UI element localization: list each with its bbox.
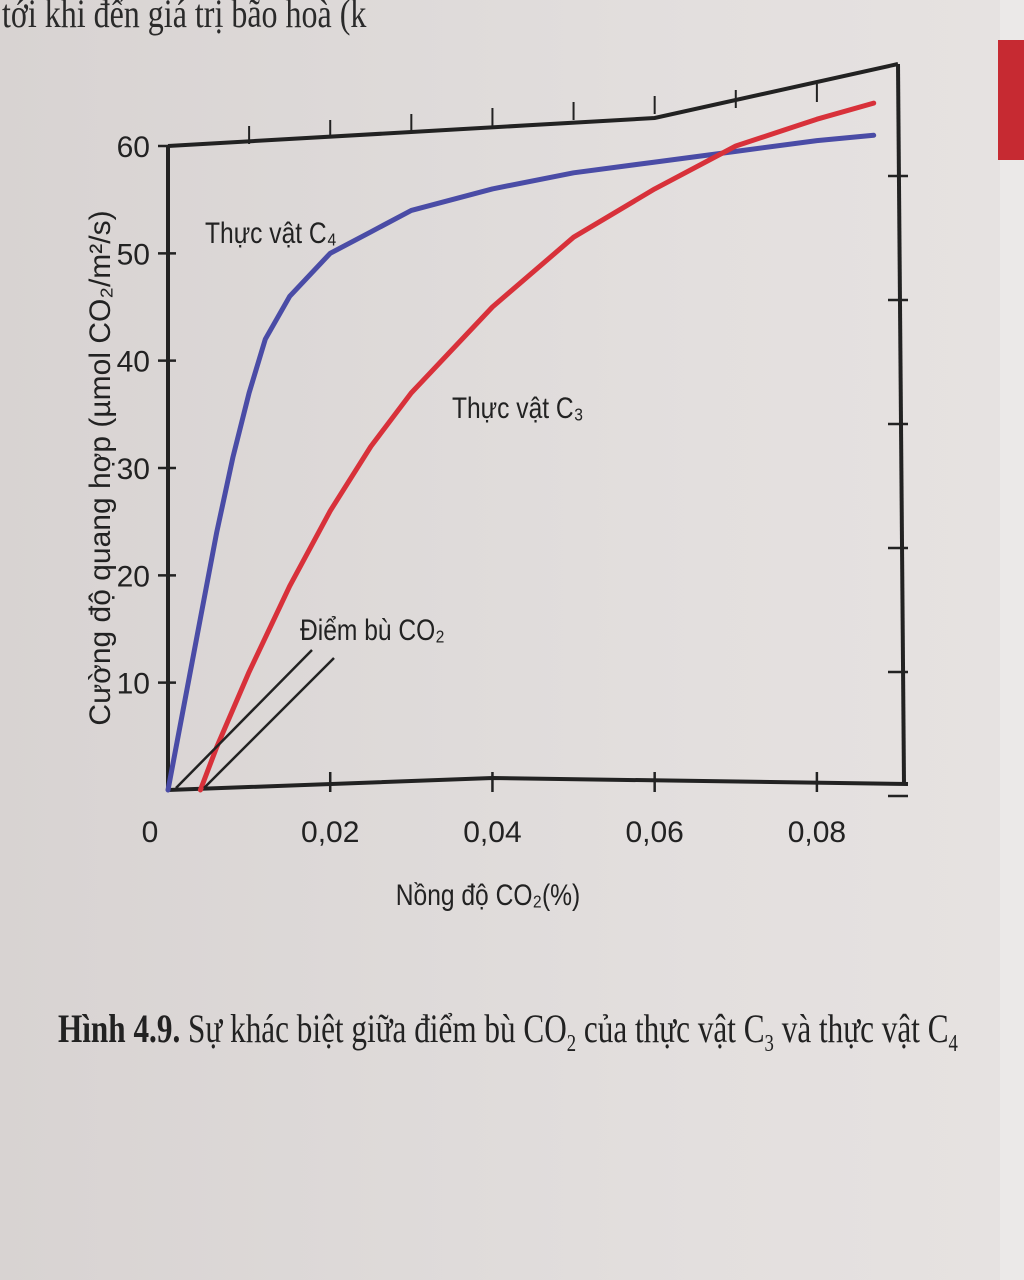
y-tick-label: 40	[117, 346, 150, 379]
annotation-c4-label: Thực vật C₄	[205, 216, 337, 250]
y-axis-title: Cường độ quang hợp (µmol CO₂/m²/s)	[84, 210, 117, 725]
pointer-line-c4	[175, 649, 313, 789]
annotation-compensation-point: Điểm bù CO₂	[300, 613, 445, 647]
y-tick-label: 60	[117, 131, 150, 164]
caption-text-c: và thực vật C	[781, 1006, 949, 1051]
figure-caption: Hình 4.9. Sự khác biệt giữa điểm bù CO2 …	[58, 1005, 958, 1058]
header-text-fragment: tới khi đến giá trị bão hoà (k	[2, 0, 367, 36]
red-bookmark-tab	[998, 40, 1024, 160]
y-tick-label: 20	[117, 560, 150, 593]
pointer-line-c3	[203, 657, 335, 789]
caption-text-b: của thực vật C	[583, 1006, 765, 1051]
x-axis-title: Nồng độ CO₂(%)	[396, 878, 580, 912]
series-line	[165, 132, 877, 793]
annotation-c3-label: Thực vật C₃	[452, 391, 584, 425]
page-edge	[1000, 0, 1024, 1280]
y-tick-label: 30	[117, 453, 150, 486]
x-tick-label: 0,02	[301, 816, 359, 849]
y-tick-label: 10	[117, 668, 150, 701]
plot-frame	[166, 62, 909, 792]
caption-sub-a: 2	[566, 1031, 577, 1057]
series-line	[197, 100, 877, 793]
caption-text-a: Sự khác biệt giữa điểm bù CO	[188, 1006, 567, 1051]
x-tick-label: 0	[142, 816, 159, 849]
axis-ticks	[158, 84, 908, 798]
series-lines	[165, 100, 877, 793]
y-tick-label: 50	[117, 238, 150, 271]
figure-number: Hình 4.9.	[58, 1006, 181, 1051]
caption-sub-c: 4	[948, 1031, 958, 1057]
caption-sub-b: 3	[764, 1031, 774, 1057]
x-tick-label: 0,04	[463, 816, 521, 849]
x-tick-label: 0,08	[788, 816, 846, 849]
chart-labels: 10 20 30 40 50 60 0 0,02 0,04 0,06 0,08 Thực vật C₄…	[84, 131, 846, 912]
x-tick-label: 0,06	[625, 816, 683, 849]
x-axis-line	[167, 775, 909, 792]
plot-top-border	[167, 62, 899, 148]
